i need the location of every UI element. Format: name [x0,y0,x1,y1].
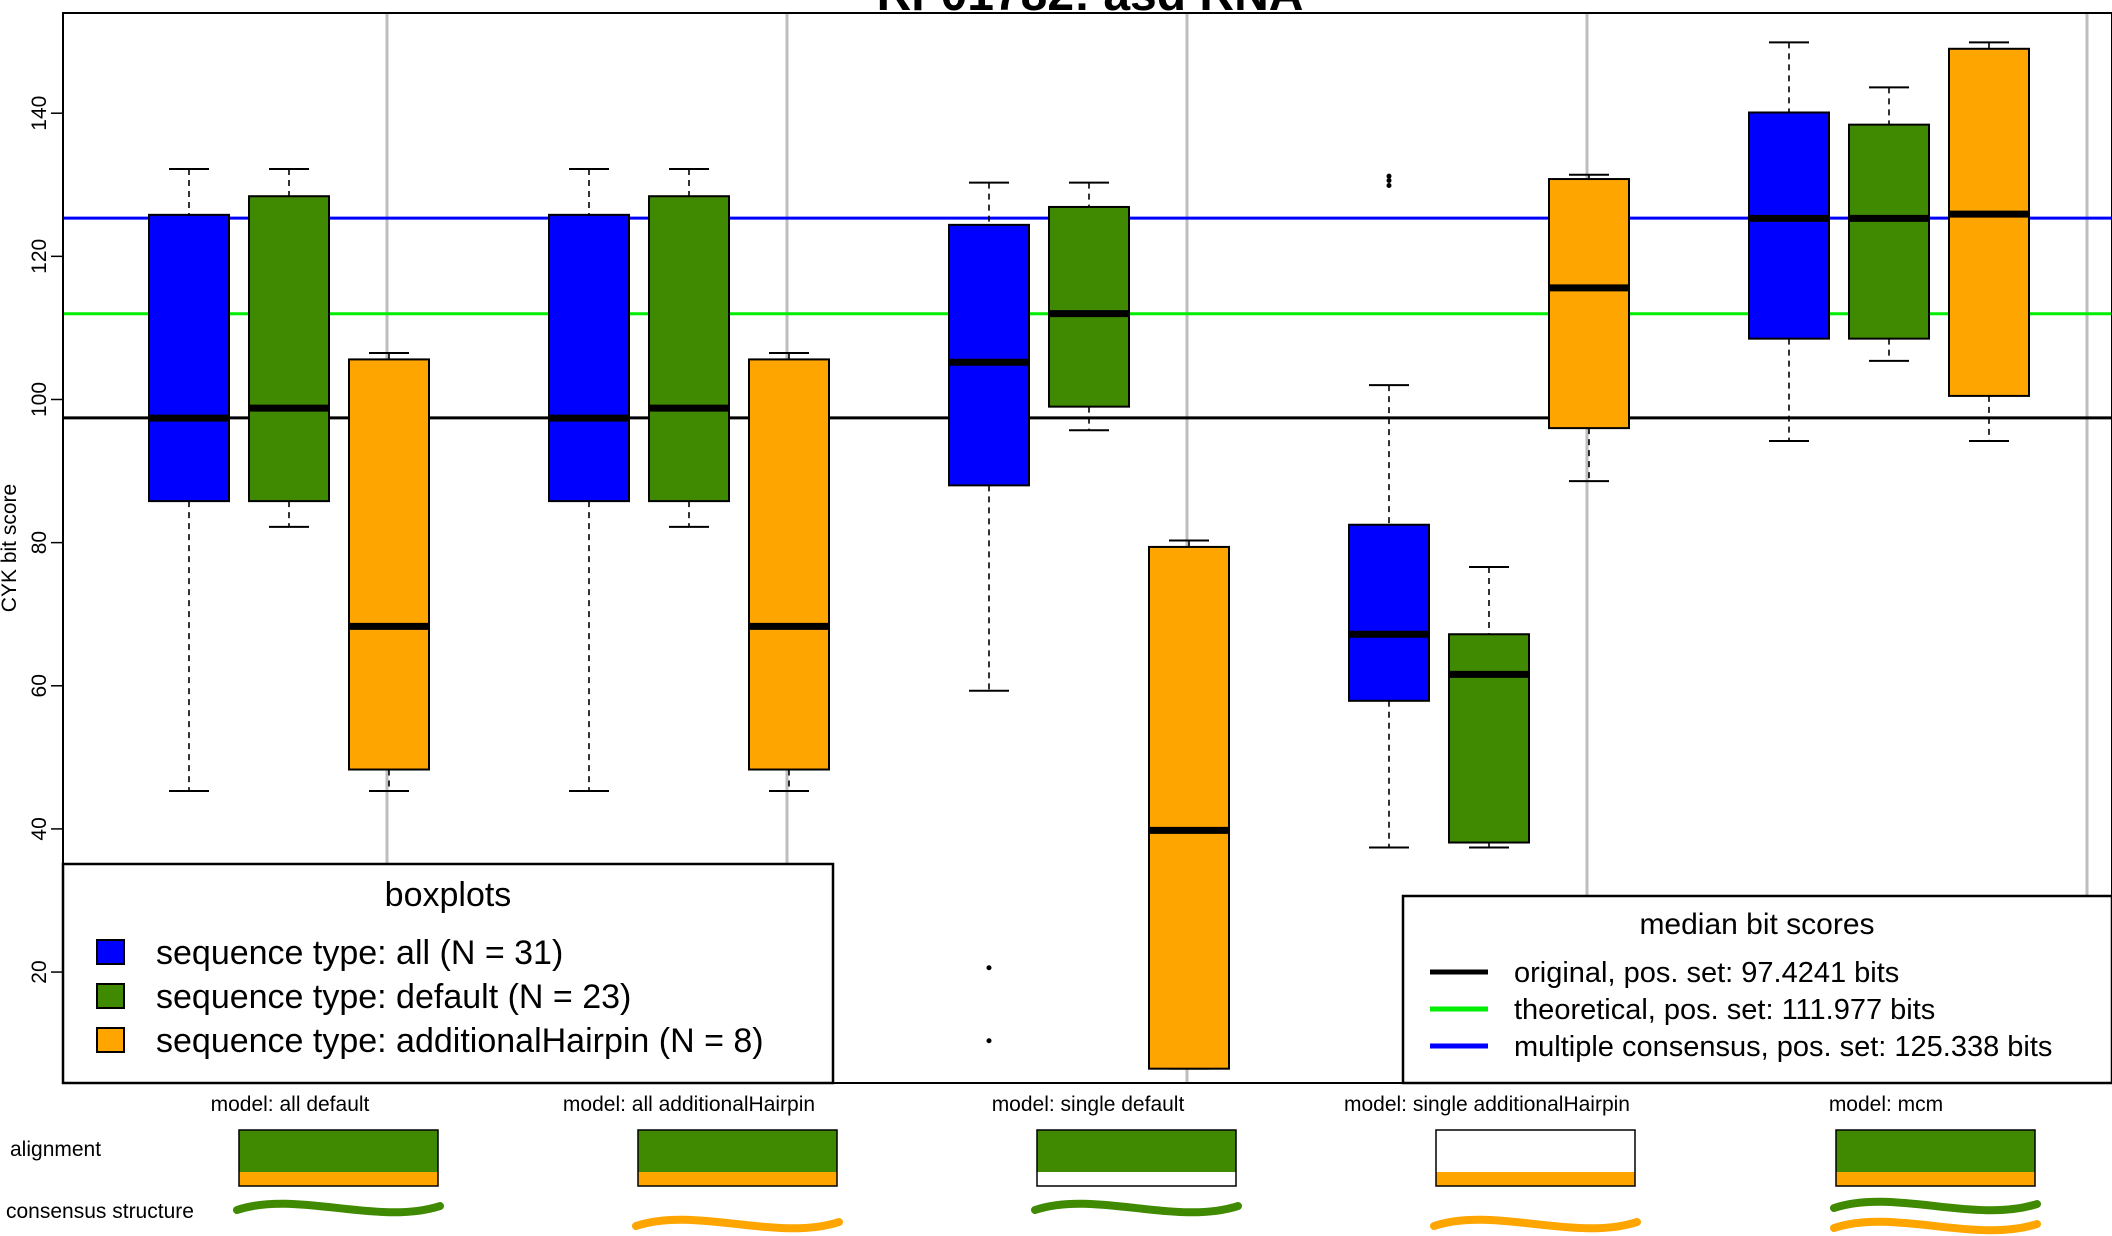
group-label: model: mcm [1829,1093,1943,1116]
y-tick-label: 80 [28,531,51,554]
median-legend: median bit scores original, pos. set: 97… [1401,894,2112,1085]
boxplot-legend: boxplots sequence type: all (N = 31) sequ… [61,862,835,1085]
outlier-point [986,1038,992,1044]
legend-swatch [96,939,125,965]
legend-entry: theoretical, pos. set: 111.977 bits [1514,994,1935,1026]
y-tick-label: 120 [28,239,51,274]
y-tick-label: 100 [28,382,51,417]
box-body [348,358,430,771]
median-legend-title: median bit scores [1639,908,1874,941]
boxplot [1048,181,1130,432]
consensus-structure-curve [233,1199,444,1217]
legend-swatch [96,983,125,1009]
box-body [1148,545,1230,1070]
alignment-block-bottom [1436,1172,1635,1186]
boxplot [1548,173,1630,483]
alignment-and-structure-tracks [233,1129,2041,1235]
consensus-structure-curve [1830,1197,2041,1215]
boxplot [548,168,630,792]
legend-entry: sequence type: default (N = 23) [156,978,631,1016]
consensus-structure-curve [632,1215,843,1233]
alignment-block-top [1037,1130,1236,1172]
outlier-point [1386,173,1392,179]
alignment-block-bottom [239,1172,438,1186]
box-body [1048,205,1130,408]
alignment-block-bottom [1037,1172,1236,1186]
box-body [1548,178,1630,430]
alignment-block-top [239,1130,438,1172]
consensus-structure-curve [1430,1215,1641,1233]
boxplot [948,181,1030,1044]
y-tick-label: 140 [28,96,51,131]
chart-title: RF01782: asd RNA [877,0,1304,21]
box-body [1448,633,1530,844]
median-legend-frame [1401,894,2112,1085]
boxplot [248,168,330,528]
boxplot [1348,173,1430,849]
structure-track-label: consensus structure [6,1200,194,1223]
alignment-block-bottom [1836,1172,2035,1186]
legend-entry: sequence type: additionalHairpin (N = 8) [156,1022,764,1060]
box-body [648,195,730,503]
boxplot [748,351,830,792]
consensus-structure-curve [1031,1199,1242,1217]
box-body [1848,123,1930,340]
boxplot [648,168,730,528]
box-body [1748,111,1830,340]
box-body [1948,47,2030,397]
box-body [748,358,830,771]
alignment-track-label: alignment [10,1138,101,1161]
boxplot [348,351,430,792]
outlier-point [1386,182,1392,188]
legend-entry: multiple consensus, pos. set: 125.338 bi… [1514,1031,2052,1063]
alignment-block-bottom [638,1172,837,1186]
y-tick-label: 60 [28,674,51,697]
y-axis-label: CYK bit score [0,484,21,612]
alignment-block-frame [1435,1129,1636,1187]
box-body [248,195,330,503]
y-tick-label: 40 [28,817,51,840]
box-body [148,213,230,503]
legend-entry: sequence type: all (N = 31) [156,934,563,972]
group-label: model: single additionalHairpin [1344,1093,1630,1116]
boxplots [148,41,2030,1070]
boxplot [1848,86,1930,362]
consensus-structure-curve [1830,1217,2041,1235]
boxplot-legend-frame [61,862,835,1085]
outlier-point [1386,177,1392,183]
box-body [548,213,630,503]
alignment-block-top [1836,1130,2035,1172]
alignment-block-frame [637,1129,838,1187]
alignment-block-frame [1835,1129,2036,1187]
alignment-block-frame [238,1129,439,1187]
boxplot [1148,539,1230,1070]
box-body [1348,523,1430,702]
boxplot-legend-title: boxplots [385,876,512,914]
alignment-block-top [638,1130,837,1172]
group-label: model: single default [992,1093,1185,1116]
outlier-point [986,965,992,971]
group-label: model: all default [211,1093,370,1116]
y-axis: 20 40 60 80 100 120 140 [28,96,64,984]
group-label: model: all additionalHairpin [563,1093,815,1116]
alignment-block-frame [1036,1129,1237,1187]
legend-entry: original, pos. set: 97.4241 bits [1514,957,1899,989]
boxplot [1748,41,1830,442]
y-tick-label: 20 [28,960,51,983]
legend-swatch [96,1027,125,1053]
alignment-block-top [1436,1130,1635,1172]
group-labels: model: all default model: all additionalH… [211,1093,1944,1116]
boxplot [1448,565,1530,849]
boxplot [1948,41,2030,442]
box-body [948,223,1030,487]
boxplot [148,168,230,792]
